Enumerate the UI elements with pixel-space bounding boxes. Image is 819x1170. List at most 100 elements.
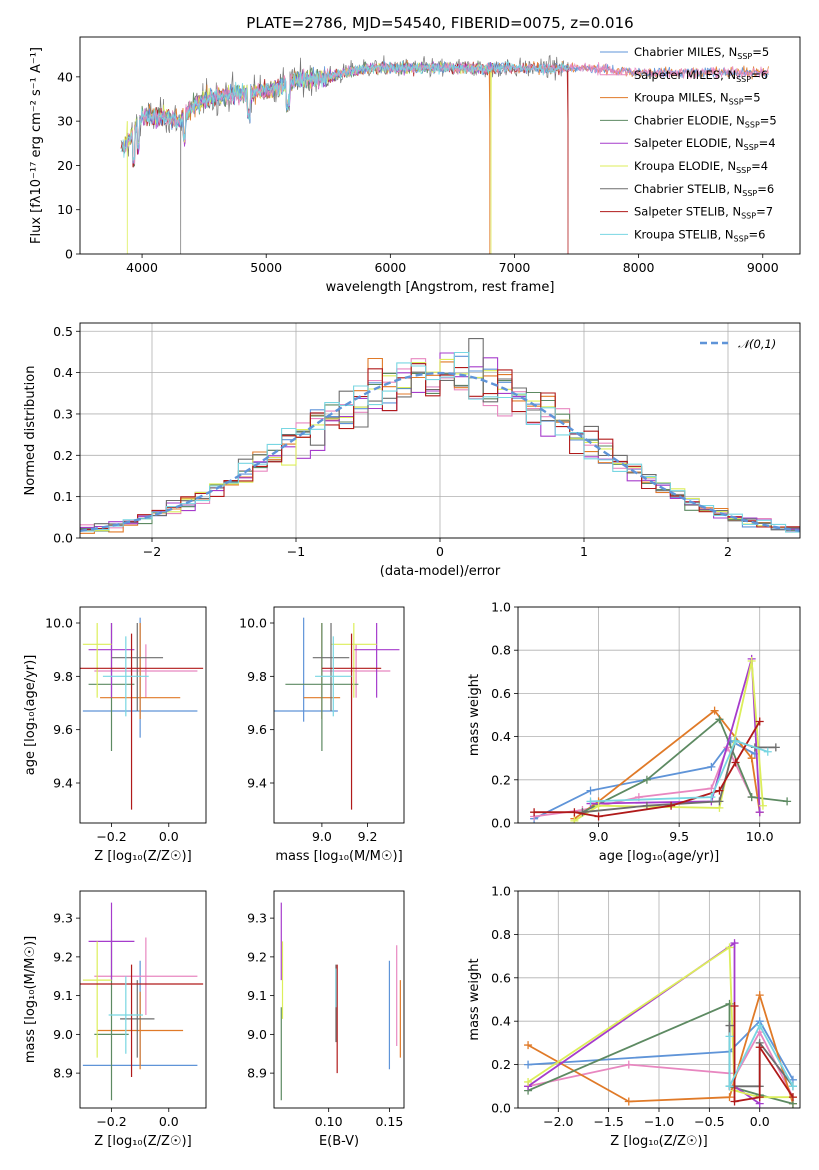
plot-area-age-vs-Z: [80, 617, 204, 810]
y-tick-label: 0.2: [491, 1057, 511, 1072]
legend-n-prefix: , N: [720, 68, 736, 82]
legend-label-normal: 𝒩(0,1): [738, 337, 776, 351]
y-tick-label: 0.4: [491, 729, 511, 744]
legend-label: Chabrier ELODIE, NSSP=5: [634, 113, 777, 129]
x-axis-label: mass [log₁₀(M/M☉)]: [275, 849, 402, 864]
weight-marker: [730, 939, 739, 948]
legend-eq: =: [760, 113, 770, 127]
y-tick-label: 0.0: [491, 816, 511, 831]
hist-step-salpeter-stelib: [80, 363, 800, 531]
legend-model-name: Kroupa MILES: [634, 91, 713, 105]
y-tick-label: 30: [57, 114, 73, 129]
legend-subscript: SSP: [742, 189, 757, 198]
x-tick-label: −1.5: [593, 1114, 623, 1129]
weight-marker: [642, 801, 651, 810]
weight-marker: [731, 736, 740, 745]
weight-line-kroupa-miles: [527, 992, 794, 1104]
x-axis-label: Z [log₁₀(Z/Z☉)]: [94, 1134, 191, 1149]
axes-frame: [79, 606, 207, 824]
y-tick-label: 9.6: [53, 722, 73, 737]
y-tick-label: 9.3: [247, 911, 267, 926]
panel-weight-vs-age: 9.0 9.5 10.0 0.0 0.2 0.4 0.6 0.8 1.0 age [log₁₀(a…: [467, 600, 801, 864]
y-axis-label: Normed distribution: [23, 366, 38, 496]
y-tick-label: 8.9: [247, 1066, 267, 1081]
y-tick-label: 9.8: [53, 669, 73, 684]
weight-line-chabrier-miles: [528, 1019, 794, 1081]
y-tick-label: 0.0: [53, 531, 73, 546]
x-axis-label: Z [log₁₀(Z/Z☉)]: [94, 849, 191, 864]
y-axis-label: age [log₁₀(age/yr)]: [23, 655, 38, 776]
plot-area-age-vs-mass: [274, 617, 400, 810]
figure-title: PLATE=2786, MJD=54540, FIBERID=0075, z=0…: [246, 14, 633, 32]
hist-step-kroupa-stelib: [80, 351, 800, 533]
legend-n-prefix: , N: [721, 45, 737, 59]
axes-frame: [517, 890, 801, 1109]
y-axis-label: mass weight: [467, 958, 482, 1040]
weight-line-kroupa-stelib: [590, 739, 769, 803]
weight-marker: [755, 1021, 764, 1030]
weight-marker: [755, 717, 764, 726]
y-tick-label: 20: [57, 158, 73, 173]
legend-subscript: SSP: [741, 212, 756, 221]
axes-frame: [517, 606, 801, 824]
legend-label: Chabrier STELIB, NSSP=6: [634, 182, 774, 198]
weight-marker: [715, 715, 724, 724]
x-tick-label: 0: [436, 544, 444, 559]
x-axis-label: age [log₁₀(age/yr)]: [599, 849, 720, 864]
weight-marker: [747, 754, 756, 763]
weight-marker: [710, 706, 719, 715]
y-tick-label: 10.0: [239, 616, 267, 631]
legend-model-name: Chabrier STELIB: [634, 182, 726, 196]
x-tick-label: 2: [724, 544, 732, 559]
weight-line-kroupa-elodie: [527, 945, 793, 1099]
legend-label: Salpeter ELODIE, NSSP=4: [634, 136, 776, 152]
panel-age-vs-mass: 9.0 9.2 9.4 9.6 9.8 10.0 mass [log₁₀(M/M☉)]: [239, 606, 405, 864]
y-tick-label: 0.8: [491, 643, 511, 658]
y-tick-label: 0.4: [53, 365, 73, 380]
x-tick-label: 0.0: [750, 1114, 770, 1129]
weight-marker: [707, 793, 716, 802]
legend-label: Kroupa ELODIE, NSSP=4: [634, 159, 768, 175]
legend-subscript: SSP: [737, 52, 752, 61]
plot-area-mass-vs-ebv: [280, 902, 401, 1101]
spectrum-line-kroupa-stelib: [120, 59, 569, 161]
legend-eq: =: [744, 91, 754, 105]
axes-frame: [273, 606, 405, 824]
weight-marker: [755, 1043, 764, 1052]
spectrum-line-salpeter-stelib: [120, 61, 569, 254]
weight-line-salpeter-elodie: [590, 658, 761, 813]
weight-marker: [524, 1077, 533, 1086]
weight-marker: [758, 801, 767, 810]
weight-marker: [707, 784, 716, 793]
x-tick-label: −1.0: [644, 1114, 674, 1129]
plot-area-weight-vs-Z: [524, 939, 797, 1108]
legend-eq: =: [759, 136, 769, 150]
legend-subscript: SSP: [736, 166, 751, 175]
y-tick-label: 9.4: [53, 776, 73, 791]
weight-marker: [624, 1060, 633, 1069]
x-tick-label: 5000: [250, 260, 282, 275]
weight-marker: [747, 793, 756, 802]
x-tick-label: 9.2: [358, 829, 378, 844]
spectrum-line-kroupa-elodie: [123, 61, 493, 254]
legend-model-name: Salpeter STELIB: [634, 205, 725, 219]
x-tick-label: 0.0: [159, 1114, 179, 1129]
y-tick-label: 0.4: [491, 1014, 511, 1029]
x-axis-label: Z [log₁₀(Z/Z☉)]: [610, 1134, 707, 1149]
panel-age-vs-Z: −0.2 0.0 9.4 9.6 9.8 10.0 Z [log₁₀(Z/Z☉)] age […: [23, 606, 207, 864]
y-axis-label: Flux [fλ10⁻¹⁷ erg cm⁻² s⁻¹ A⁻¹]: [29, 47, 44, 244]
y-tick-label: 9.1: [53, 988, 73, 1003]
y-tick-label: 9.0: [247, 1027, 267, 1042]
y-tick-label: 1.0: [491, 884, 511, 899]
weight-marker: [570, 816, 579, 823]
x-tick-label: 9000: [747, 260, 779, 275]
x-axis-label: wavelength [Angstrom, rest frame]: [326, 280, 555, 295]
weight-marker: [747, 657, 756, 665]
legend-label: Salpeter STELIB, NSSP=7: [634, 205, 773, 221]
legend-model-name: Kroupa ELODIE: [634, 159, 720, 173]
plot-area-weight-vs-age: [530, 654, 792, 823]
y-axis-label: mass weight: [467, 674, 482, 756]
legend-nssp: 6: [758, 227, 765, 241]
